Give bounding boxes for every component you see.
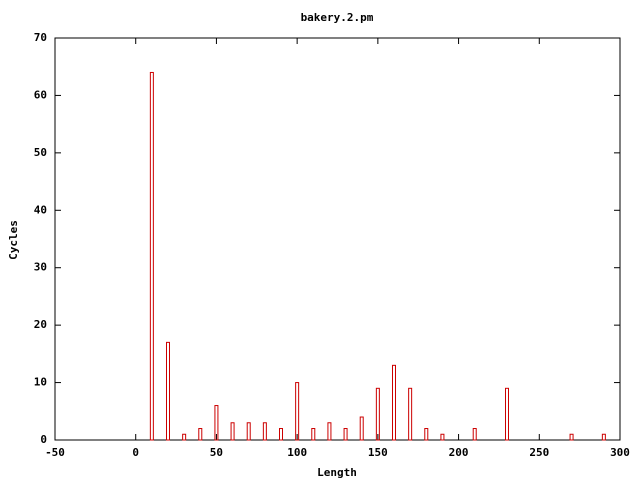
- bar: [359, 416, 364, 441]
- bar: [408, 387, 413, 441]
- bar: [295, 382, 300, 441]
- bar: [505, 387, 509, 441]
- x-tick-label: 250: [529, 446, 549, 459]
- y-axis-label: Cycles: [7, 220, 20, 260]
- x-tick-label: -50: [45, 446, 65, 459]
- y-tick-label: 70: [34, 31, 47, 44]
- x-axis-label: Length: [317, 466, 357, 479]
- bar: [424, 428, 429, 441]
- bar: [182, 433, 187, 441]
- bar: [472, 428, 477, 441]
- y-tick-label: 30: [34, 261, 47, 274]
- chart-title: bakery.2.pm: [301, 11, 374, 24]
- bar: [440, 433, 445, 441]
- bar: [279, 428, 283, 441]
- bar: [246, 422, 251, 441]
- bar: [375, 387, 380, 441]
- bar: [311, 428, 316, 441]
- x-tick-label: 100: [287, 446, 307, 459]
- x-tick-label: 200: [449, 446, 469, 459]
- y-tick-label: 10: [34, 376, 47, 389]
- x-tick-label: 150: [368, 446, 388, 459]
- x-tick-label: 0: [132, 446, 139, 459]
- bar: [166, 341, 170, 441]
- bar: [230, 422, 235, 441]
- bar: [327, 422, 332, 441]
- x-tick-label: 50: [210, 446, 223, 459]
- bar: [569, 433, 574, 441]
- y-tick-label: 50: [34, 146, 47, 159]
- y-tick-label: 60: [34, 88, 47, 101]
- bar: [149, 71, 154, 441]
- plot-border: [54, 37, 621, 441]
- bar: [343, 428, 348, 441]
- bar: [392, 364, 396, 441]
- bar: [262, 422, 267, 441]
- x-tick-label: 300: [610, 446, 630, 459]
- bar: [601, 433, 606, 441]
- bar: [198, 428, 203, 441]
- bar: [214, 405, 219, 441]
- y-tick-label: 20: [34, 318, 47, 331]
- y-tick-label: 0: [40, 433, 47, 446]
- y-tick-label: 40: [34, 203, 47, 216]
